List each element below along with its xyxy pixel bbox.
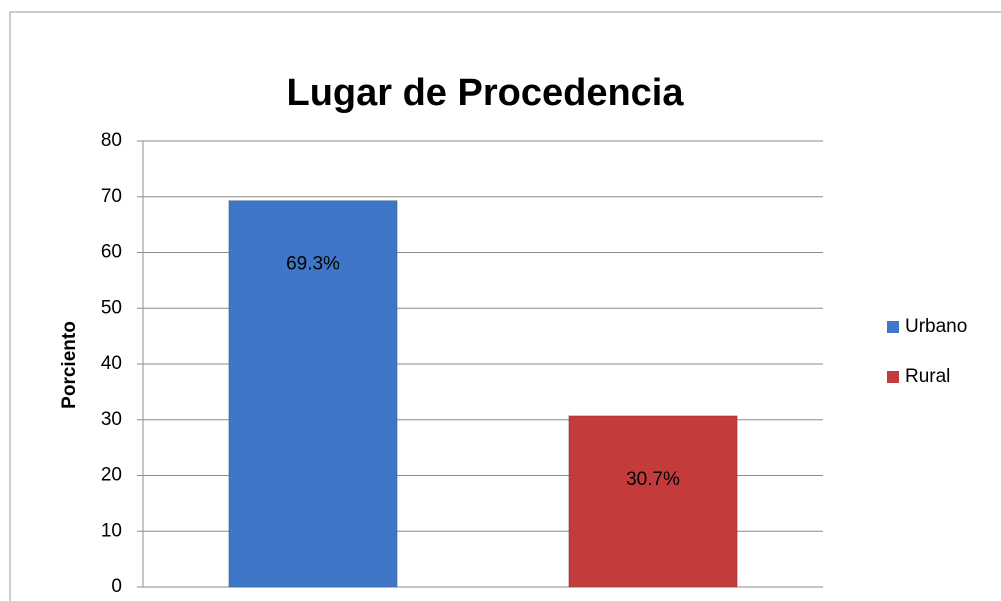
legend-swatch — [887, 371, 899, 383]
y-tick-label: 80 — [101, 130, 122, 151]
y-tick-label: 70 — [101, 186, 122, 207]
y-tick-label: 40 — [101, 353, 122, 374]
chart-frame — [9, 11, 1001, 601]
legend-label: Urbano — [905, 316, 967, 337]
data-label: 69.3% — [286, 254, 340, 275]
y-tick-label: 10 — [101, 520, 122, 541]
data-label: 30.7% — [626, 469, 680, 490]
y-axis-label: Porciento — [59, 321, 80, 409]
legend-swatch — [887, 321, 899, 333]
y-tick-label: 0 — [111, 576, 122, 597]
y-tick-label: 20 — [101, 465, 122, 486]
bar — [568, 415, 738, 588]
bar — [228, 200, 398, 588]
legend-label: Rural — [905, 366, 950, 387]
y-tick-label: 30 — [101, 409, 122, 430]
y-tick-label: 60 — [101, 242, 122, 263]
chart-title: Lugar de Procedencia — [286, 72, 684, 114]
y-tick-label: 50 — [101, 297, 122, 318]
